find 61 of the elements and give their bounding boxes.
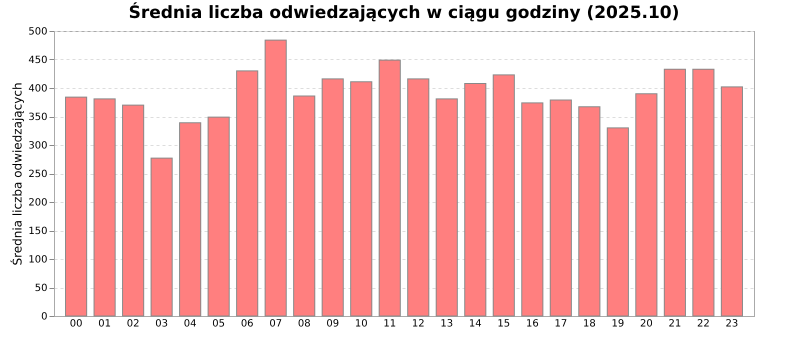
x-tick-label: 19 [611,318,624,330]
y-tick-label: 450 [28,55,48,66]
x-tick-label: 15 [497,318,510,330]
x-tick-label: 00 [70,318,82,330]
y-tick-label: 0 [41,312,48,322]
y-tick-label: 250 [28,169,48,180]
bar [150,158,173,316]
x-tick-label: 01 [98,318,111,330]
x-tick-label: 10 [354,318,368,330]
y-tick-label: 500 [28,26,48,38]
x-tick-label: 02 [126,318,140,330]
bar [635,93,658,316]
y-tick-label: 400 [28,84,48,94]
bar [378,60,401,316]
x-tick-label: 16 [526,318,539,330]
x-tick-label: 21 [668,318,682,330]
bar [664,68,686,316]
bar [122,104,144,316]
bar [436,98,458,316]
x-tick-label: 05 [212,318,226,330]
x-tick-label: 23 [726,318,738,330]
y-tick-label: 150 [28,226,48,237]
y-tick-label: 350 [28,112,48,123]
bar [179,122,202,316]
x-tick-label: 11 [383,318,396,330]
bar [521,102,544,316]
bar [293,95,316,316]
y-axis-title: Średnia liczba odwiedzających [9,82,24,266]
x-tick-label: 13 [440,318,454,330]
bar [550,99,572,316]
chart-title: Średnia liczba odwiedzających w ciągu godziny (2025.10) [128,2,680,23]
x-tick-label: 22 [697,318,710,330]
x-tick-label: 18 [582,318,596,330]
bar [65,96,88,316]
x-tick-label: 12 [412,318,425,330]
y-tick-label: 50 [34,283,48,294]
y-tick-label: 100 [28,254,48,266]
bar [692,68,714,316]
bar [606,127,629,316]
y-tick-label: 300 [28,140,48,152]
bar [492,74,515,316]
bar [322,78,344,316]
x-tick-label: 20 [640,318,653,330]
x-tick-label: 14 [468,318,482,330]
bar [720,86,743,316]
bar [350,81,372,316]
x-tick-label: 04 [184,318,197,330]
bar [464,82,486,316]
bar [264,40,287,316]
x-tick-label: 09 [326,318,340,330]
x-tick-label: 06 [240,318,254,330]
x-tick-label: 03 [155,318,168,330]
bar [94,98,116,316]
x-tick-label: 07 [269,318,282,330]
bar [578,106,600,316]
bar [236,70,258,316]
bar [407,78,430,316]
x-tick-label: 08 [298,318,311,330]
y-tick-label: 200 [28,198,48,208]
bar [208,116,230,316]
x-tick-label: 17 [554,318,568,330]
